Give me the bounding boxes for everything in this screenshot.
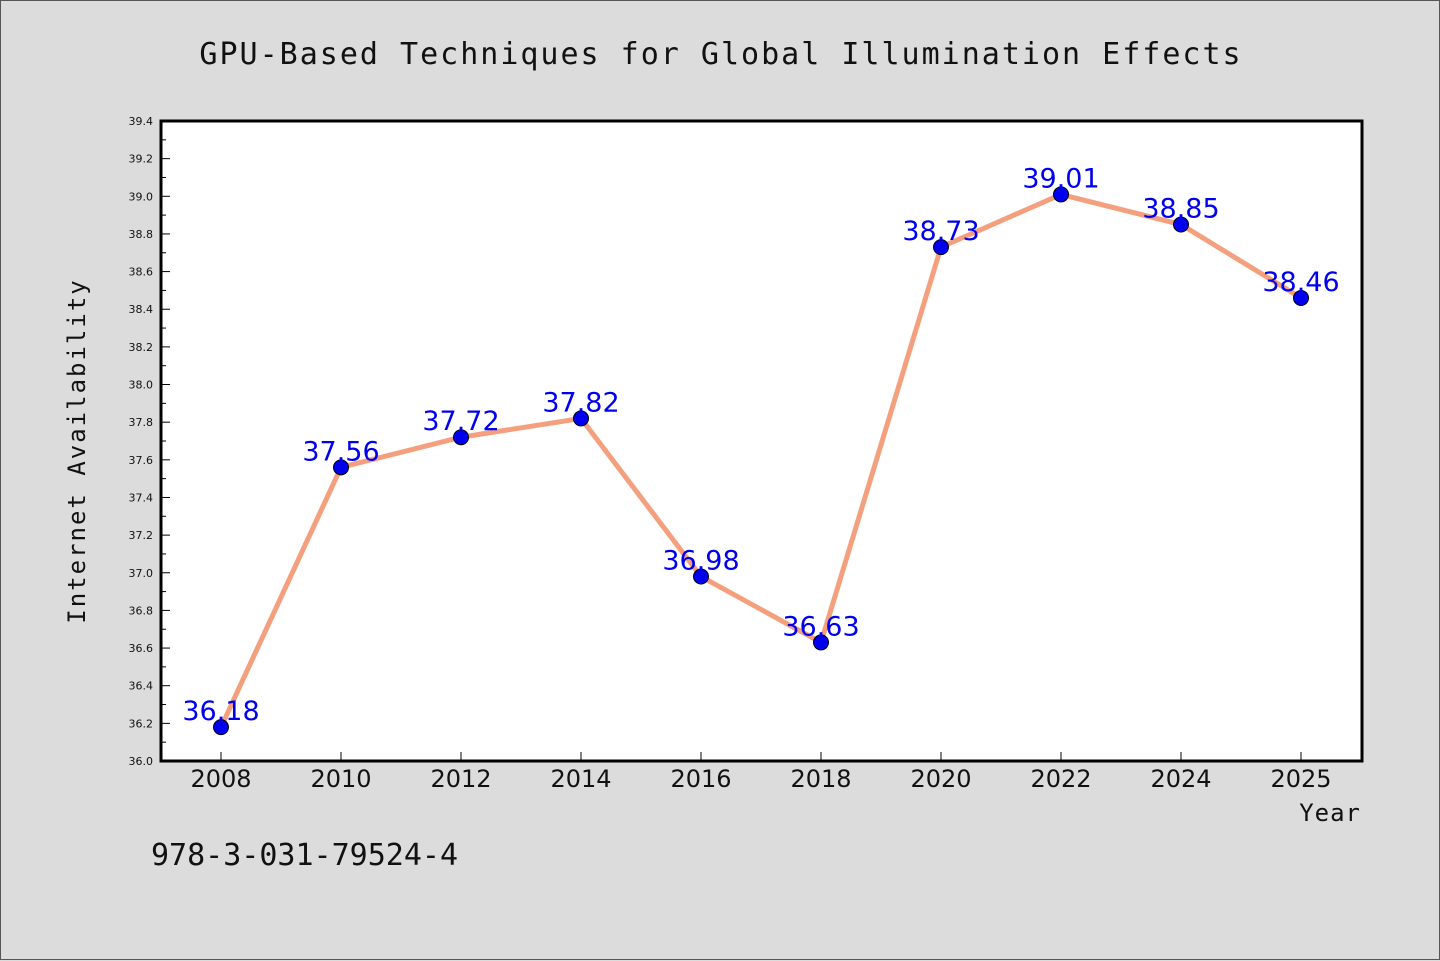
isbn-text: 978-3-031-79524-4 (151, 838, 458, 873)
data-point (453, 429, 469, 446)
y-tick-label: 38.6 (129, 266, 154, 279)
y-tick-label: 36.4 (129, 680, 154, 693)
x-tick-label: 2008 (190, 765, 251, 793)
axis-ticks: 36.0 36.2 36.4 36.6 36.8 37.0 37.2 37.4 37.6 37.8… (129, 115, 1332, 793)
data-label: 36.18 (182, 696, 259, 727)
data-point (1293, 289, 1309, 306)
y-axis-label: Internet Availability (63, 278, 91, 623)
y-tick-label: 39.0 (129, 190, 154, 203)
chart-title: GPU-Based Techniques for Global Illumina… (199, 37, 1242, 72)
series-line (218, 191, 1304, 730)
data-label: 38.73 (902, 216, 979, 247)
data-point (813, 634, 829, 651)
y-tick-label: 39.4 (129, 115, 154, 128)
y-tick-label: 37.6 (129, 454, 154, 467)
data-point (693, 568, 709, 585)
data-label: 38.46 (1262, 267, 1339, 298)
x-tick-label: 2018 (790, 765, 851, 793)
data-point (333, 459, 349, 476)
y-tick-label: 36.0 (129, 755, 154, 768)
x-tick-label: 2024 (1150, 765, 1211, 793)
data-point (573, 410, 589, 427)
data-label: 37.56 (302, 436, 379, 467)
y-tick-label: 38.2 (129, 341, 154, 354)
x-tick-label: 2010 (310, 765, 371, 793)
y-tick-label: 38.8 (129, 228, 154, 241)
x-tick-label: 2025 (1270, 765, 1331, 793)
x-tick-label: 2016 (670, 765, 731, 793)
data-label: 38.85 (1142, 194, 1219, 225)
x-tick-label: 2014 (550, 765, 611, 793)
data-labels: 36.18 37.56 37.72 37.82 36.98 36.63 38.73 39.01… (182, 163, 1339, 727)
y-tick-label: 38.0 (129, 379, 154, 392)
y-tick-label: 36.6 (129, 642, 154, 655)
x-tick-label: 2020 (910, 765, 971, 793)
data-label: 39.01 (1022, 163, 1099, 194)
x-tick-label: 2022 (1030, 765, 1091, 793)
y-tick-label: 37.2 (129, 529, 154, 542)
y-tick-label: 36.2 (129, 717, 154, 730)
y-tick-label: 38.4 (129, 303, 154, 316)
data-label: 37.82 (542, 387, 619, 418)
data-point (1173, 216, 1189, 233)
x-axis-label: Year (1299, 799, 1361, 827)
y-tick-label: 36.8 (129, 604, 154, 617)
series-markers (213, 186, 1309, 736)
data-point (213, 719, 229, 736)
y-tick-label: 37.0 (129, 567, 154, 580)
data-label: 36.98 (662, 546, 739, 577)
y-tick-label: 37.8 (129, 416, 154, 429)
plot-area (161, 121, 1362, 761)
series-line-path (218, 191, 1304, 730)
data-label: 36.63 (782, 611, 859, 642)
y-tick-label: 39.2 (129, 153, 154, 166)
data-point (1053, 186, 1069, 203)
y-tick-label: 37.4 (129, 491, 154, 504)
data-point (933, 239, 949, 256)
plot-border (159, 119, 1364, 763)
x-tick-label: 2012 (430, 765, 491, 793)
data-label: 37.72 (422, 406, 499, 437)
